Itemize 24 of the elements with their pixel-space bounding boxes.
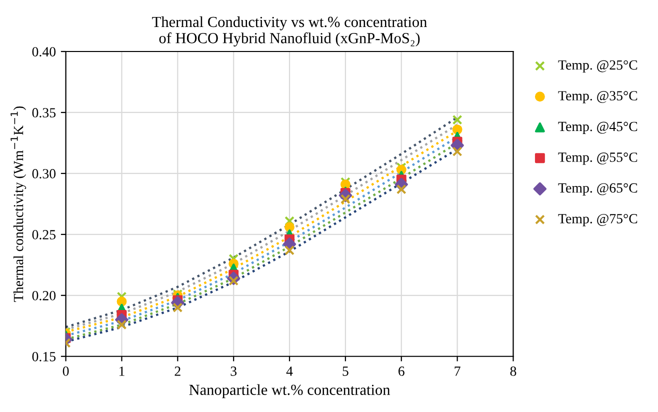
legend-label: Temp. @25°C bbox=[558, 60, 638, 73]
chart-title: Thermal Conductivity vs wt.% concentration of HOCO Hybrid Nanofluid (xGnP-MoS₂) bbox=[152, 16, 427, 46]
x-tick-label: 4 bbox=[286, 366, 293, 376]
y-tick-label: 0.30 bbox=[32, 169, 56, 178]
x-tick-label: 0 bbox=[62, 366, 69, 376]
legend-label: Temp. @35°C bbox=[558, 91, 638, 104]
x-tick-label: 8 bbox=[510, 366, 516, 376]
x-tick-label: 3 bbox=[230, 366, 237, 376]
x-axis-title: Nanoparticle wt.% concentration bbox=[189, 384, 390, 398]
legend-label: Temp. @75°C bbox=[558, 214, 638, 226]
y-tick-label: 0.20 bbox=[32, 290, 56, 300]
y-tick-label: 0.40 bbox=[32, 47, 56, 57]
legend-label: Temp. @45°C bbox=[558, 122, 638, 134]
y-tick-label: 0.15 bbox=[32, 352, 56, 362]
x-tick-label: 7 bbox=[454, 366, 460, 376]
x-tick-label: 2 bbox=[174, 366, 180, 376]
x-tick-label: 5 bbox=[342, 366, 348, 376]
legend-label: Temp. @55°C bbox=[558, 152, 638, 165]
x-tick-label: 1 bbox=[119, 366, 124, 376]
y-tick-label: 0.25 bbox=[32, 230, 56, 240]
y-tick-label: 0.35 bbox=[32, 108, 56, 118]
x-tick-label: 6 bbox=[398, 366, 404, 376]
legend-label: Temp. @65°C bbox=[558, 183, 638, 196]
y-axis-title: Thermal conductivity (Wm$^{−1}$K$^{−1}$) bbox=[10, 106, 26, 302]
